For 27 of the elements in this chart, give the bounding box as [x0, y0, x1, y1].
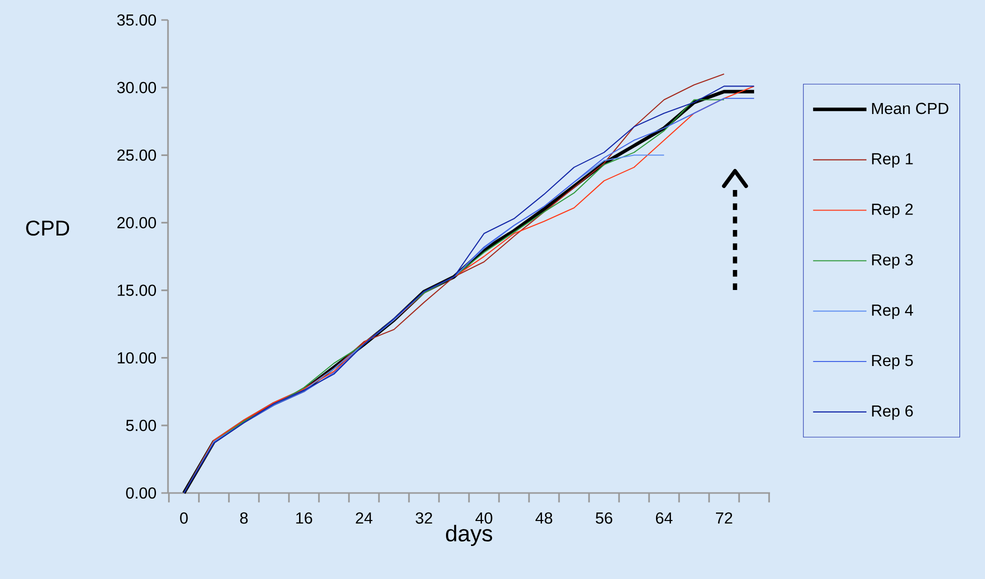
x-tick-label: 8: [240, 512, 248, 524]
legend-label: Rep 6: [872, 405, 913, 420]
x-tick-label: 16: [296, 512, 312, 524]
legend-label: Rep 3: [872, 254, 913, 269]
x-tick-label: 48: [536, 512, 552, 524]
y-tick-label: 15.00: [118, 284, 156, 296]
legend-label: Rep 1: [872, 153, 913, 168]
legend-label: Rep 5: [872, 354, 913, 370]
y-axis-title: CPD: [26, 220, 70, 236]
x-tick-label: 72: [716, 512, 732, 524]
legend-label: Rep 4: [872, 304, 914, 319]
y-tick-label: 5.00: [126, 420, 156, 432]
legend-label: Mean CPD: [872, 102, 948, 114]
x-tick-label: 64: [656, 512, 672, 524]
legend-label: Rep 2: [872, 204, 913, 218]
x-tick-label: 24: [356, 512, 372, 524]
y-tick-label: 35.00: [117, 14, 156, 26]
x-tick-label: 40: [475, 512, 492, 524]
y-tick-label: 25.00: [117, 149, 156, 161]
x-axis-title: days: [446, 524, 492, 546]
x-tick-label: 56: [596, 512, 612, 524]
y-tick-label: 0.00: [126, 487, 156, 499]
x-tick-label: 32: [416, 512, 432, 524]
y-tick-label: 10.00: [118, 352, 156, 364]
x-tick-label: 0: [180, 512, 188, 524]
y-tick-label: 30.00: [117, 82, 156, 94]
y-tick-label: 20.00: [117, 217, 156, 228]
